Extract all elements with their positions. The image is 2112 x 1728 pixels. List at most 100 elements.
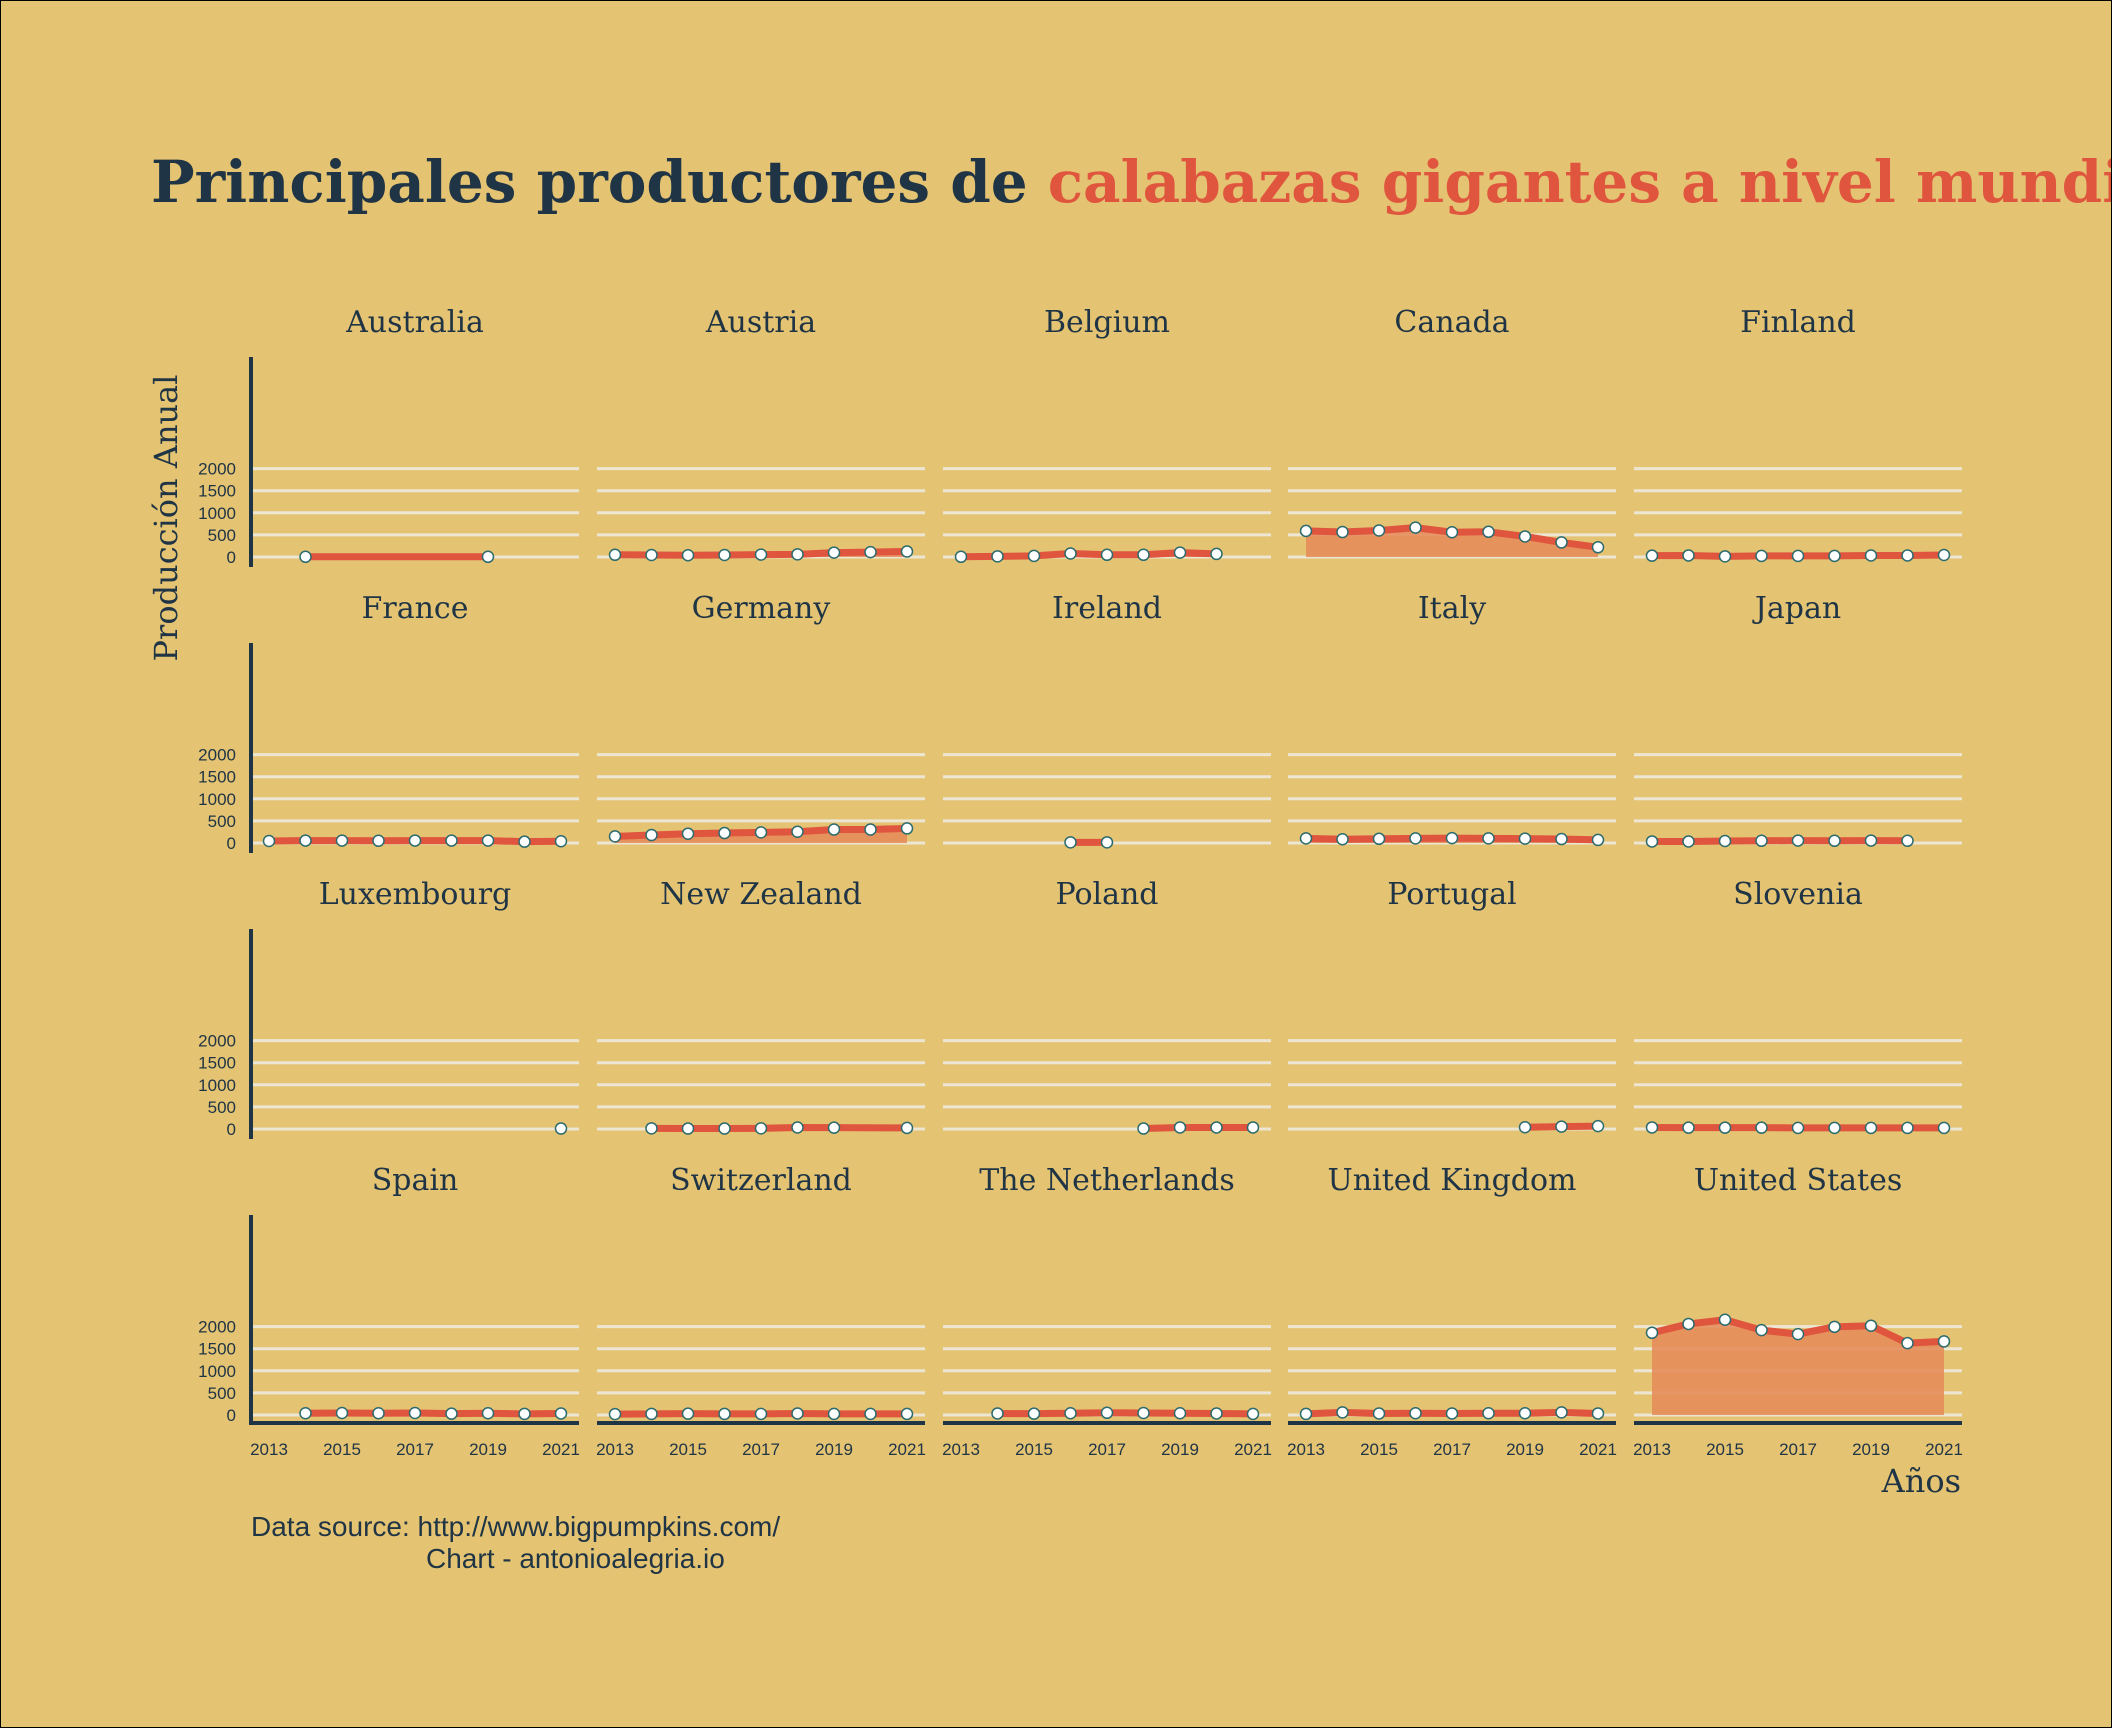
data-point bbox=[1755, 549, 1768, 563]
data-point bbox=[1409, 521, 1422, 534]
y-tick-label: 1000 bbox=[198, 504, 236, 523]
y-tick-label: 2000 bbox=[198, 460, 236, 479]
data-point bbox=[1591, 541, 1605, 554]
data-point bbox=[645, 828, 658, 842]
data-point bbox=[299, 834, 312, 847]
data-point bbox=[408, 1406, 422, 1420]
data-point bbox=[1682, 549, 1695, 562]
data-source-text: Data source: http://www.bigpumpkins.com/ bbox=[251, 1511, 781, 1542]
data-point bbox=[1027, 1407, 1041, 1420]
y-tick-label: 1000 bbox=[198, 1362, 236, 1381]
x-tick-label: 2017 bbox=[1088, 1440, 1126, 1459]
data-point bbox=[1064, 1406, 1077, 1420]
panel-title: Poland bbox=[1055, 877, 1158, 912]
data-point bbox=[791, 1121, 804, 1134]
y-tick-label: 500 bbox=[208, 1384, 236, 1403]
y-tick-label: 500 bbox=[208, 526, 236, 545]
data-point bbox=[1718, 1313, 1732, 1326]
data-point bbox=[681, 1122, 695, 1135]
data-point bbox=[1645, 835, 1659, 848]
credit-text: Chart - antonioalegria.io bbox=[426, 1543, 725, 1574]
panel-title: The Netherlands bbox=[979, 1163, 1235, 1198]
x-tick-label: 2013 bbox=[1287, 1440, 1325, 1459]
data-point bbox=[408, 834, 422, 847]
data-point bbox=[1173, 1406, 1187, 1420]
data-point bbox=[718, 1407, 731, 1421]
data-point bbox=[1864, 1121, 1878, 1135]
data-point bbox=[864, 1407, 877, 1421]
data-point bbox=[1591, 1407, 1605, 1420]
data-point bbox=[518, 1407, 531, 1421]
data-point bbox=[481, 1406, 495, 1420]
data-point bbox=[1645, 1326, 1659, 1340]
data-point bbox=[864, 823, 877, 836]
data-point bbox=[681, 548, 695, 562]
data-point bbox=[1064, 836, 1077, 849]
data-point bbox=[1518, 530, 1532, 543]
data-point bbox=[1299, 1407, 1313, 1421]
data-point bbox=[791, 825, 804, 838]
data-point bbox=[1482, 832, 1495, 845]
data-point bbox=[1482, 525, 1495, 539]
panel-title: Italy bbox=[1418, 591, 1486, 626]
x-tick-label: 2015 bbox=[1360, 1440, 1398, 1459]
data-point bbox=[900, 545, 914, 558]
data-point bbox=[900, 1407, 914, 1421]
x-tick-label: 2019 bbox=[1852, 1440, 1890, 1459]
data-point bbox=[608, 1407, 622, 1421]
y-tick-label: 0 bbox=[227, 834, 236, 853]
data-point bbox=[1755, 1121, 1768, 1134]
data-point bbox=[1210, 547, 1223, 561]
y-axis-label: Producción Anual bbox=[147, 375, 185, 662]
data-point bbox=[1901, 1336, 1914, 1350]
x-tick-label: 2015 bbox=[669, 1440, 707, 1459]
data-point bbox=[481, 834, 495, 847]
data-point bbox=[1755, 834, 1768, 848]
x-tick-label: 2021 bbox=[888, 1440, 926, 1459]
panel-title: Switzerland bbox=[670, 1163, 852, 1198]
data-point bbox=[1299, 832, 1313, 845]
data-point bbox=[1864, 549, 1878, 562]
data-point bbox=[1864, 834, 1878, 847]
data-point bbox=[1901, 549, 1914, 562]
data-point bbox=[827, 546, 841, 559]
data-point bbox=[1791, 1121, 1805, 1135]
x-tick-label: 2015 bbox=[323, 1440, 361, 1459]
data-point bbox=[900, 1121, 914, 1135]
chart-caption: Data source: http://www.bigpumpkins.com/… bbox=[251, 1511, 780, 1575]
y-tick-label: 500 bbox=[208, 812, 236, 831]
x-tick-label: 2015 bbox=[1015, 1440, 1053, 1459]
data-point bbox=[718, 548, 731, 562]
data-point bbox=[1482, 1406, 1495, 1420]
data-point bbox=[754, 548, 768, 561]
data-point bbox=[554, 1407, 568, 1420]
data-point bbox=[481, 550, 495, 564]
panel-title: New Zealand bbox=[660, 877, 862, 912]
data-point bbox=[1409, 832, 1422, 845]
y-tick-label: 1500 bbox=[198, 482, 236, 501]
panel-title: France bbox=[362, 591, 469, 626]
data-point bbox=[445, 834, 458, 847]
data-point bbox=[1336, 1406, 1349, 1419]
data-point bbox=[864, 545, 877, 559]
data-point bbox=[262, 834, 276, 848]
x-tick-label: 2017 bbox=[742, 1440, 780, 1459]
data-point bbox=[1718, 834, 1732, 848]
y-tick-label: 1500 bbox=[198, 768, 236, 787]
data-point bbox=[1518, 1406, 1532, 1420]
data-point bbox=[1937, 1335, 1951, 1348]
data-point bbox=[1445, 1407, 1459, 1420]
data-point bbox=[1518, 1120, 1532, 1134]
panel-title: Austria bbox=[705, 305, 816, 340]
series-line bbox=[1140, 1123, 1257, 1133]
panel-title: Slovenia bbox=[1733, 877, 1863, 912]
data-point bbox=[1555, 536, 1568, 549]
data-point bbox=[1137, 1122, 1150, 1135]
x-tick-label: 2021 bbox=[1579, 1440, 1617, 1459]
data-point bbox=[1791, 834, 1805, 847]
y-tick-label: 0 bbox=[227, 548, 236, 567]
x-tick-label: 2021 bbox=[1234, 1440, 1272, 1459]
x-tick-label: 2021 bbox=[542, 1440, 580, 1459]
data-point bbox=[954, 550, 968, 564]
data-point bbox=[791, 1407, 804, 1420]
